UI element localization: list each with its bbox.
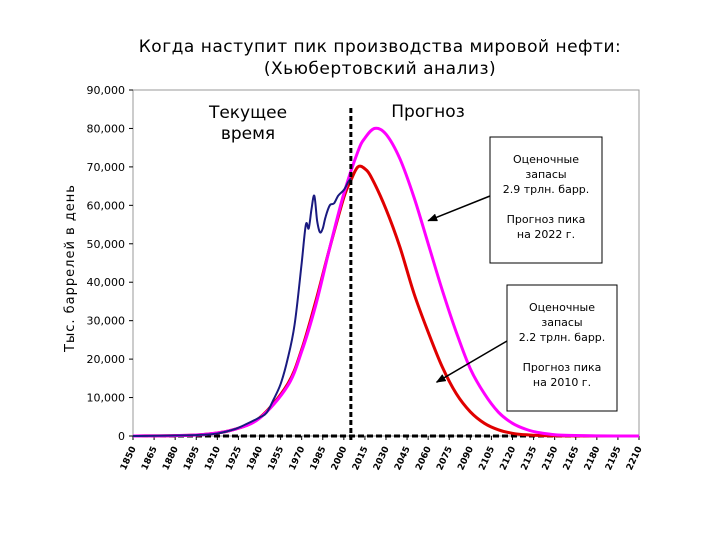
- y-tick-label: 10,000: [87, 392, 126, 405]
- x-tick-label: 1880: [161, 445, 181, 472]
- annotation-1-line-5: Прогноз пика: [507, 213, 586, 226]
- region-label-forecast: Прогноз: [391, 102, 464, 122]
- x-tick-label: 2120: [499, 445, 519, 472]
- annotation-2-line-5: Прогноз пика: [523, 361, 602, 374]
- y-tick-label: 70,000: [87, 161, 126, 174]
- y-tick-label: 80,000: [87, 122, 126, 135]
- annotation-box-2: Оценочные запасы 2.2 трлн. барр. Прогноз…: [506, 284, 618, 412]
- x-tick-label: 2105: [477, 445, 497, 472]
- annotation-arrow-2: [435, 340, 508, 383]
- x-tick-label: 2030: [372, 445, 392, 472]
- y-tick-label: 40,000: [87, 276, 126, 289]
- x-tick-label: 2210: [625, 445, 645, 472]
- region-label-current-2: время: [221, 124, 275, 144]
- series-layer: [132, 126, 640, 438]
- y-tick-label: 50,000: [87, 238, 126, 251]
- annotation-2-line-2: запасы: [541, 316, 582, 329]
- x-tick-label: 1970: [288, 445, 308, 472]
- x-tick-label: 1940: [246, 445, 266, 472]
- y-axis: 0 10,000 20,000 30,000 40,000 50,000 60,000 70,…: [87, 84, 133, 443]
- series-line-1: [132, 126, 640, 438]
- y-tick-label: 60,000: [87, 199, 126, 212]
- chart-subtitle: (Хьюбертовский анализ): [264, 59, 496, 79]
- annotation-1-line-1: Оценочные: [513, 153, 579, 166]
- x-tick-label: 1865: [140, 445, 160, 472]
- x-tick-label: 2060: [414, 445, 434, 472]
- x-tick-label: 1955: [267, 445, 287, 472]
- x-tick-label: 1985: [309, 445, 329, 472]
- y-tick-label: 0: [118, 430, 125, 443]
- y-tick-label: 20,000: [87, 353, 126, 366]
- x-tick-label: 2165: [562, 445, 582, 472]
- x-tick-label: 2090: [456, 445, 476, 472]
- x-tick-label: 2135: [520, 445, 540, 472]
- x-tick-label: 1895: [182, 445, 202, 472]
- x-tick-label: 2180: [583, 445, 603, 472]
- x-tick-label: 2195: [604, 445, 624, 472]
- y-tick-label: 90,000: [87, 84, 126, 97]
- x-tick-label: 2075: [435, 445, 455, 472]
- annotation-2-line-1: Оценочные: [529, 301, 595, 314]
- annotation-arrows: [427, 195, 508, 383]
- x-axis: 1850 1865 1880 1895 1910 1925 1940 1955 1970 1985…: [119, 434, 645, 472]
- region-label-current-1: Текущее: [208, 103, 287, 123]
- annotation-2-line-3: 2.2 трлн. барр.: [519, 331, 606, 344]
- annotation-1-line-6: на 2022 г.: [517, 228, 575, 241]
- annotation-arrow-1: [427, 195, 491, 222]
- annotation-2-line-6: на 2010 г.: [533, 376, 591, 389]
- annotation-box-1-frame: [489, 136, 603, 264]
- x-tick-label: 1850: [119, 445, 139, 472]
- y-tick-label: 30,000: [87, 315, 126, 328]
- x-tick-label: 2015: [351, 445, 371, 472]
- y-axis-label: Тыс. баррелей в день: [63, 184, 78, 353]
- annotation-1-line-3: 2.9 трлн. барр.: [503, 183, 590, 196]
- x-tick-label: 2000: [330, 445, 350, 472]
- x-tick-label: 2150: [541, 445, 561, 472]
- annotation-box-1: Оценочные запасы 2.9 трлн. барр. Прогноз…: [489, 136, 603, 264]
- annotation-1-line-2: запасы: [525, 168, 566, 181]
- annotation-box-2-frame: [506, 284, 618, 412]
- series-line-0: [132, 177, 352, 437]
- x-tick-label: 1925: [224, 445, 244, 472]
- chart-title: Когда наступит пик производства мировой …: [139, 37, 622, 57]
- x-tick-label: 2045: [393, 445, 413, 472]
- x-tick-label: 1910: [203, 445, 223, 472]
